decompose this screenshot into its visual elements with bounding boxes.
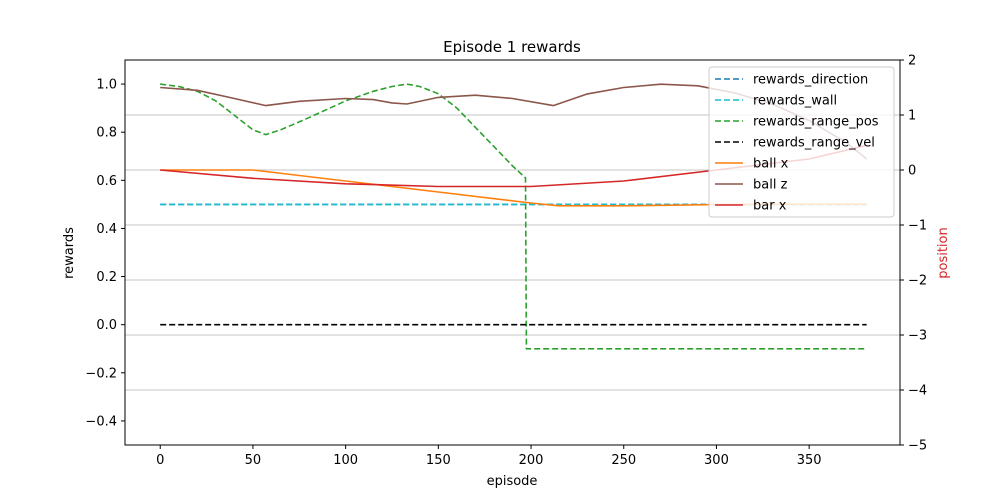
y-left-tick-label: 0.2: [96, 270, 117, 285]
y-axis-left-title: rewards: [62, 227, 77, 279]
y-right-tick-label: −2: [908, 274, 927, 289]
x-tick-label: 0: [156, 453, 164, 468]
y-axis-right-title: position: [936, 227, 951, 279]
y-left-tick-label: 0.8: [96, 126, 117, 141]
legend-label: rewards_direction: [753, 73, 868, 88]
x-tick-label: 100: [333, 453, 358, 468]
legend: rewards_direction rewards_wall rewards_ran…: [708, 66, 895, 218]
y-right-tick-label: 1: [908, 109, 916, 124]
chart-title: Episode 1 rewards: [443, 38, 581, 56]
y-right-tick-label: 2: [908, 54, 916, 69]
y-left-tick-label: 0.4: [96, 222, 117, 237]
y-left-tick-label: 1.0: [96, 78, 117, 93]
y-right-tick-label: 0: [908, 164, 916, 179]
legend-label: ball x: [753, 157, 789, 172]
x-tick-label: 350: [797, 453, 822, 468]
plot-frame: [124, 59, 901, 446]
y-axis-right: −5 −4 −3 −2 −1 0 1 2: [900, 54, 927, 454]
x-tick-label: 50: [245, 453, 262, 468]
x-axis: 0 50 100 150 200 250 300 350: [156, 445, 822, 468]
x-axis-title: episode: [487, 474, 538, 489]
x-tick-label: 300: [704, 453, 729, 468]
y-right-tick-label: −3: [908, 329, 927, 344]
y-left-tick-label: −0.2: [85, 366, 117, 381]
x-tick-label: 250: [611, 453, 636, 468]
y-right-tick-label: −1: [908, 219, 927, 234]
legend-label: bar x: [753, 199, 787, 214]
x-tick-label: 150: [426, 453, 451, 468]
legend-box: [708, 66, 895, 218]
y-left-tick-label: 0.0: [96, 318, 117, 333]
legend-label: rewards_range_pos: [753, 115, 879, 130]
legend-label: rewards_range_vel: [753, 136, 875, 151]
y-right-tick-label: −4: [908, 384, 927, 399]
series-line-rewards-range-pos: [160, 83, 867, 350]
x-tick-label: 200: [519, 453, 544, 468]
y-left-tick-label: −0.4: [85, 414, 117, 429]
y-left-tick-label: 0.6: [96, 174, 117, 189]
legend-label: rewards_wall: [753, 94, 837, 109]
legend-label: ball z: [753, 178, 788, 193]
y-right-tick-label: −5: [908, 439, 927, 454]
y-axis-left: −0.4 −0.2 0.0 0.2 0.4 0.6 0.8 1.0: [85, 78, 125, 429]
